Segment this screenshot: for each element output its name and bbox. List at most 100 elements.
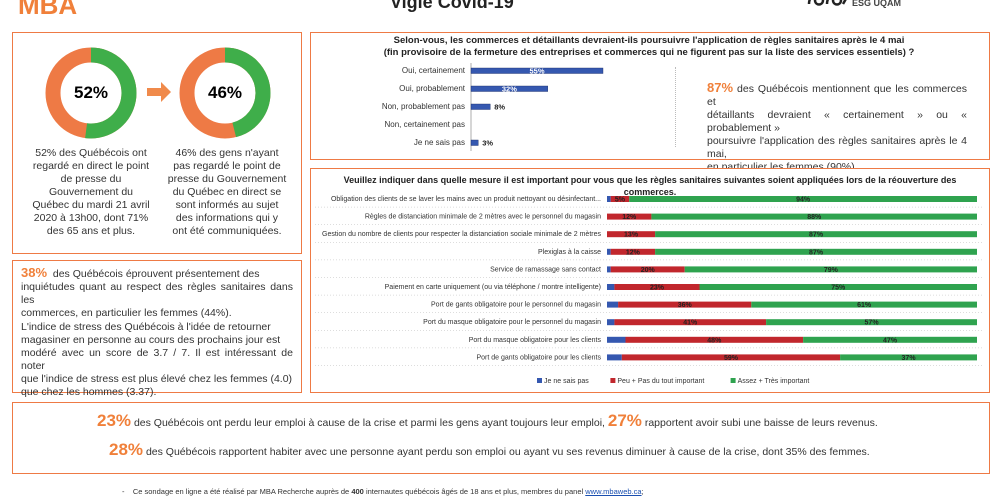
stress-index-line-5: que chez les hommes (3.37).: [21, 386, 157, 398]
q2-bar-label: 12%: [626, 249, 641, 256]
caption-watched-line: de presse du: [60, 173, 122, 185]
caption-informed-line: presse du Gouvernement: [167, 173, 287, 185]
q2-bar-segment: [651, 213, 977, 220]
esg-logo-text: ESG UQÀM: [852, 0, 902, 8]
q2-category-label: Service de ramassage sans contact: [490, 266, 601, 273]
mbaweb-link[interactable]: www.mbaweb.ca: [585, 487, 642, 496]
q1-bar-label: 32%: [502, 85, 517, 94]
q2-category-label: Port de gants obligatoire pour le person…: [431, 302, 601, 309]
footnote-text-b: internautes québécois âgés de 18 ans et …: [365, 487, 584, 496]
q2-bar-segment: [607, 196, 611, 202]
footnote-text-a: Ce sondage en ligne a été réalisé par MB…: [132, 487, 350, 496]
q2-bar-label: 5%: [615, 197, 626, 204]
job-loss-pct: 23%: [97, 411, 132, 430]
q2-bar-segment: [629, 196, 977, 202]
q1-divider: [675, 67, 676, 147]
q2-bar-segment: [607, 336, 626, 343]
footnote-tail: ;: [641, 487, 644, 496]
q2-bar-label: 79%: [824, 267, 839, 274]
q1-title-line-2: (fin provisoire de la fermeture des entr…: [383, 47, 915, 58]
q2-bar-segment: [610, 266, 685, 273]
caption-informed-line: des informations qui y: [175, 212, 279, 224]
stress-line-3: commerces, en particulier les femmes (44…: [21, 307, 232, 319]
q2-bar-label: 94%: [796, 197, 811, 204]
employment-line-2: 28% des Québécois rapportent habiter ave…: [109, 440, 870, 460]
footnote-count: 400: [351, 487, 364, 496]
caption-watched-line: Québec du mardi 21 avril: [32, 199, 150, 211]
donut-left-label: 52%: [74, 83, 108, 102]
household-pct: 28%: [109, 440, 144, 459]
employment-panel: 23% des Québécois ont perdu leur emploi …: [12, 402, 990, 474]
q1-bar-label: 3%: [482, 139, 493, 148]
q2-bar-label: 12%: [622, 214, 637, 221]
caption-watched-line: regardé en direct le point: [32, 160, 150, 172]
q2-bar-label: 87%: [809, 232, 824, 239]
q2-bar-segment: [607, 301, 619, 308]
stress-index-line-3: modéré avec un score de 3.7 / 7. Il est …: [21, 347, 293, 372]
q1-bar-label: 8%: [494, 103, 505, 112]
q2-bar-segment: [655, 248, 977, 255]
caption-informed-line: du Québec en direct se: [172, 186, 282, 198]
q2-bar-segment: [607, 213, 652, 220]
donut-value-arc: [45, 47, 137, 139]
q2-bar-segment: [655, 231, 977, 238]
q1-bar: [470, 103, 491, 110]
q2-category-label: Règles de distanciation minimale de 2 mè…: [365, 214, 601, 221]
q1-summary-line-1: des Québécois mentionnent que les commer…: [707, 83, 967, 108]
q2-bar-segment: [803, 336, 977, 343]
methodology-footnote: - Ce sondage en ligne a été réalisé par …: [122, 487, 644, 496]
q2-bar-label: 88%: [807, 214, 822, 221]
q2-bar-label: 59%: [724, 355, 739, 362]
stress-paragraph-2: L'indice de stress des Québécois à l'idé…: [21, 321, 293, 399]
q1-category-label: Je ne sais pas: [414, 138, 465, 147]
q1-bar-chart: Oui, certainement 55% Oui, probablement 32%…: [382, 63, 604, 151]
q2-bar-segment: [751, 301, 977, 308]
caption-watched-line: des 65 ans et plus.: [46, 225, 136, 237]
arrow-right-icon: [147, 82, 171, 102]
caption-informed-line: ont été communiquées.: [172, 225, 282, 237]
q2-category-label: Port du masque obligatoire pour les clie…: [469, 337, 602, 344]
q2-legend-swatch: [610, 378, 616, 383]
employment-line-1: 23% des Québécois ont perdu leur emploi …: [97, 411, 878, 431]
q1-category-label: Non, probablement pas: [382, 102, 465, 111]
q1-summary-pct: 87%: [707, 80, 734, 95]
q1-summary-line-2: détaillants devraient « certainement » o…: [707, 109, 967, 134]
q2-category-label: Obligation des clients de se laver les m…: [331, 196, 601, 203]
mba-logo: MBA: [18, 0, 78, 20]
q2-bar-label: 41%: [683, 320, 698, 327]
stress-paragraph-1: 38% des Québécois éprouvent présentement…: [21, 266, 293, 320]
q2-legend-swatch: [730, 378, 736, 383]
q2-bar-segment: [607, 266, 611, 273]
stress-line-2: inquiétudes quant au respect des règles …: [21, 281, 293, 306]
stress-line-1: des Québécois éprouvent présentement des: [52, 268, 260, 280]
q2-bar-segment: [610, 248, 656, 255]
q2-bar-segment: [621, 354, 841, 361]
caption-informed-line: 46% des gens n'ayant: [175, 147, 279, 159]
stress-panel: 38% des Québécois éprouvent présentement…: [12, 260, 302, 398]
q2-bar-label: 61%: [857, 302, 872, 309]
caption-informed: 46% des gens n'ayant pas regardé le point…: [163, 147, 291, 238]
donut-value-arc: [179, 47, 271, 139]
q2-bar-segment: [618, 301, 752, 308]
q2-bar-label: 20%: [641, 267, 656, 274]
stress-index-line-1: L'indice de stress des Québécois à l'idé…: [21, 321, 271, 333]
q1-summary: 87% des Québécois mentionnent que les co…: [707, 81, 967, 174]
q2-bar-segment: [684, 266, 977, 273]
q1-bar: [470, 139, 479, 146]
q2-legend-label: Assez + Très important: [738, 378, 810, 385]
stress-index-line-4: que l'indice de stress est plus élevé ch…: [21, 373, 293, 385]
q2-bar-segment: [699, 284, 977, 290]
q2-bar-segment: [766, 319, 977, 326]
donut-right-label: 46%: [208, 83, 242, 102]
q1-category-label: Non, certainement pas: [385, 120, 466, 129]
q2-bar-segment: [610, 196, 630, 202]
q1-bar: [470, 85, 549, 92]
q2-bar-segment: [614, 284, 700, 290]
q2-bar-label: 37%: [902, 355, 917, 362]
caption-watched-line: Gouvernement du: [48, 186, 134, 198]
q1-title: Selon-vous, les commerces et détaillants…: [321, 35, 977, 59]
q1-title-line-1: Selon-vous, les commerces et détaillants…: [393, 35, 905, 46]
income-drop-pct: 27%: [607, 411, 642, 430]
q2-bar-label: 57%: [865, 320, 880, 327]
